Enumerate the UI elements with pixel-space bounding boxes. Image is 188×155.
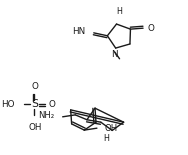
Text: HN: HN [72, 27, 85, 36]
Text: N: N [111, 50, 118, 59]
Text: OH: OH [105, 124, 118, 133]
Text: O: O [49, 100, 55, 109]
Text: S: S [31, 99, 38, 109]
Text: O: O [148, 24, 155, 33]
Text: O: O [31, 82, 38, 91]
Text: OH: OH [29, 123, 42, 132]
Text: H: H [103, 134, 109, 143]
Text: HO: HO [2, 100, 15, 109]
Text: H: H [117, 7, 122, 16]
Text: NH₂: NH₂ [38, 111, 54, 120]
